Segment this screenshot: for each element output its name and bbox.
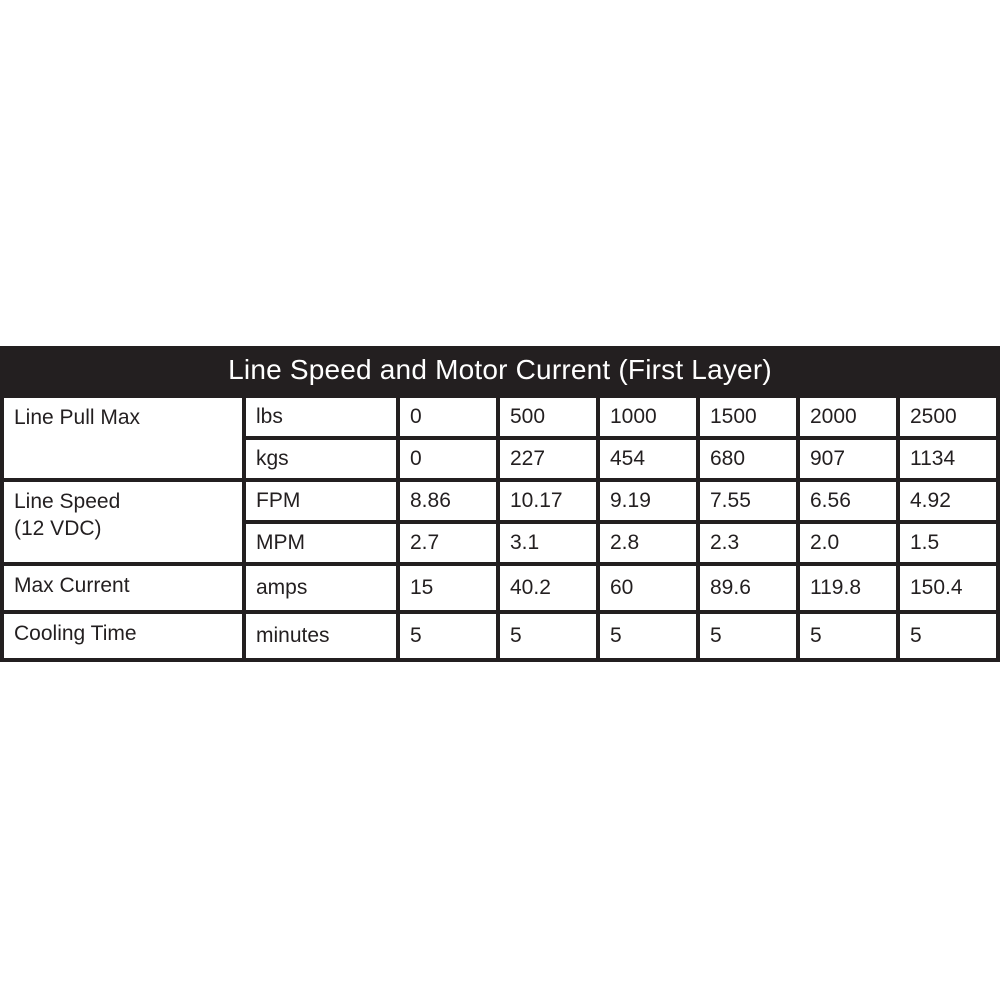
unit-cell: MPM [246, 524, 396, 562]
table-row: MPM 2.7 3.1 2.8 2.3 2.0 1.5 [4, 524, 996, 562]
table-row: kgs 0 227 454 680 907 1134 [4, 440, 996, 478]
value-cell: 5 [500, 614, 596, 658]
value-cell: 2500 [900, 398, 996, 436]
unit-cell: lbs [246, 398, 396, 436]
value-cell: 4.92 [900, 482, 996, 520]
value-cell: 15 [400, 566, 496, 610]
value-cell: 5 [800, 614, 896, 658]
value-cell: 1500 [700, 398, 796, 436]
value-cell: 60 [600, 566, 696, 610]
unit-cell: minutes [246, 614, 396, 658]
value-cell: 2.8 [600, 524, 696, 562]
value-cell: 5 [700, 614, 796, 658]
value-cell: 5 [900, 614, 996, 658]
value-cell: 2.7 [400, 524, 496, 562]
value-cell: 227 [500, 440, 596, 478]
row-group-label: Cooling Time [4, 614, 242, 658]
value-cell: 5 [600, 614, 696, 658]
value-cell: 2000 [800, 398, 896, 436]
value-cell: 1134 [900, 440, 996, 478]
value-cell: 6.56 [800, 482, 896, 520]
spec-table-body: Line Pull Max lbs 0 500 1000 1500 2000 2500 kgs 0… [4, 398, 996, 658]
value-cell: 7.55 [700, 482, 796, 520]
value-cell: 89.6 [700, 566, 796, 610]
unit-cell: FPM [246, 482, 396, 520]
value-cell: 119.8 [800, 566, 896, 610]
value-cell: 454 [600, 440, 696, 478]
value-cell: 0 [400, 398, 496, 436]
table-row: Cooling Time minutes 5 5 5 5 5 5 [4, 614, 996, 658]
value-cell: 907 [800, 440, 896, 478]
value-cell: 5 [400, 614, 496, 658]
row-group-label: Line Pull Max [4, 398, 242, 478]
unit-cell: amps [246, 566, 396, 610]
value-cell: 40.2 [500, 566, 596, 610]
row-group-label: Line Speed (12 VDC) [4, 482, 242, 562]
value-cell: 2.0 [800, 524, 896, 562]
value-cell: 1000 [600, 398, 696, 436]
value-cell: 2.3 [700, 524, 796, 562]
table-row: Line Speed (12 VDC) FPM 8.86 10.17 9.19 7.55 6.… [4, 482, 996, 562]
unit-cell: kgs [246, 440, 396, 478]
table-title: Line Speed and Motor Current (First Laye… [228, 354, 772, 385]
spec-table: Line Pull Max lbs 0 500 1000 1500 2000 2500 kgs 0… [0, 394, 1000, 662]
value-cell: 10.17 [500, 482, 596, 520]
value-cell: 0 [400, 440, 496, 478]
value-cell: 8.86 [400, 482, 496, 520]
value-cell: 500 [500, 398, 596, 436]
value-cell: 150.4 [900, 566, 996, 610]
spec-table-panel: Line Speed and Motor Current (First Laye… [0, 346, 1000, 662]
value-cell: 3.1 [500, 524, 596, 562]
row-group-label: Max Current [4, 566, 242, 610]
value-cell: 680 [700, 440, 796, 478]
value-cell: 1.5 [900, 524, 996, 562]
value-cell: 9.19 [600, 482, 696, 520]
table-row: Max Current amps 15 40.2 60 89.6 119.8 150.4 [4, 566, 996, 610]
table-row: Line Pull Max lbs 0 500 1000 1500 2000 2500 [4, 398, 996, 478]
